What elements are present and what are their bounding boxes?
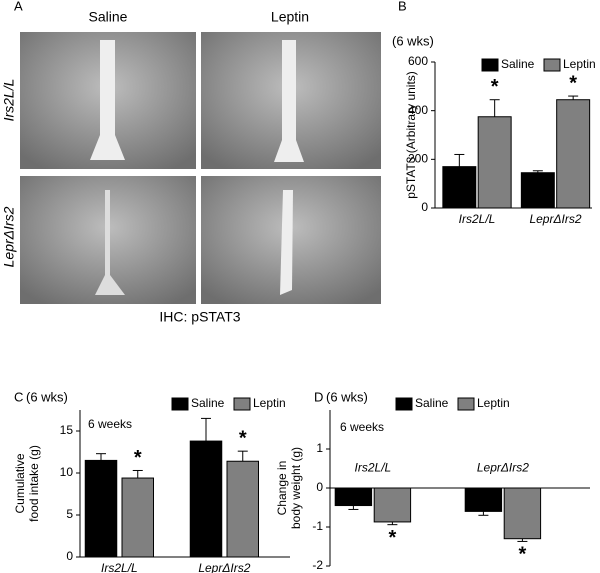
bar: [477, 116, 512, 209]
y-tick-label: 1: [316, 441, 323, 455]
chart-title: (6 wks): [26, 389, 68, 404]
y-axis-label: pSTAT3 (Arbitrary units): [404, 71, 418, 199]
y-tick-label: -2: [312, 558, 323, 572]
legend-label: Saline: [501, 57, 535, 71]
panel-label: C: [14, 389, 23, 404]
x-tick-label: LeprΔIrs2: [198, 561, 250, 573]
significance-marker: *: [491, 76, 499, 98]
legend-label: Leptin: [477, 396, 510, 410]
legend-swatch: [457, 397, 475, 411]
legend-swatch: [543, 58, 561, 72]
subtitle: 6 weeks: [88, 417, 132, 431]
significance-marker: *: [389, 527, 397, 549]
legend-swatch: [481, 58, 499, 72]
y-tick-label: 15: [60, 423, 74, 437]
bar: [520, 172, 555, 209]
panel-label: D: [314, 389, 323, 404]
chart-title: (6 wks): [392, 33, 434, 48]
bar: [464, 487, 503, 512]
y-tick-label: 400: [408, 103, 428, 117]
ventricle: [274, 40, 304, 162]
caption: IHC: pSTAT3: [159, 309, 240, 325]
y-tick-label: 0: [421, 200, 428, 214]
y-tick-label: 200: [408, 152, 428, 166]
legend-swatch: [233, 397, 251, 411]
significance-marker: *: [519, 544, 527, 566]
bar: [334, 487, 373, 507]
bar: [442, 166, 477, 209]
bar: [503, 487, 542, 540]
legend-label: Saline: [191, 396, 225, 410]
panel-label: A: [14, 0, 23, 13]
x-tick-label: Irs2L/L: [101, 561, 138, 573]
ventricle: [95, 190, 125, 295]
bar: [373, 487, 412, 523]
legend-swatch: [395, 397, 413, 411]
y-tick-label: 5: [66, 507, 73, 521]
micrographs: [20, 32, 381, 304]
legend-label: Leptin: [563, 57, 596, 71]
significance-marker: *: [134, 447, 142, 469]
legend-label: Saline: [415, 396, 449, 410]
x-tick-label: LeprΔIrs2: [477, 461, 529, 475]
x-tick-label: Irs2L/L: [355, 461, 392, 475]
bar: [189, 440, 223, 558]
bar: [84, 459, 118, 558]
y-tick-label: 10: [60, 465, 74, 479]
x-tick-label: Irs2L/L: [459, 212, 496, 226]
significance-marker: *: [569, 72, 577, 94]
y-axis-label: food intake (g): [27, 445, 41, 522]
y-tick-label: 0: [66, 549, 73, 563]
ventricle: [90, 40, 125, 160]
y-tick-label: 600: [408, 54, 428, 68]
legend-label: Leptin: [253, 396, 286, 410]
legend-swatch: [171, 397, 189, 411]
bar: [121, 477, 154, 558]
x-tick-label: LeprΔIrs2: [529, 212, 581, 226]
bar: [226, 460, 259, 558]
column-header: Leptin: [271, 9, 309, 25]
ventricle: [280, 190, 293, 295]
row-header: Irs2L/L: [1, 79, 17, 122]
chart-title: (6 wks): [326, 389, 368, 404]
y-axis-label: Change in: [275, 461, 289, 516]
y-tick-label: 0: [316, 480, 323, 494]
panel-label: B: [398, 0, 407, 13]
column-header: Saline: [89, 9, 128, 25]
y-tick-label: -1: [312, 519, 323, 533]
y-axis-label: Cumulative: [13, 453, 27, 513]
significance-marker: *: [239, 427, 247, 449]
row-header: LeprΔIrs2: [1, 206, 17, 267]
y-axis-label: body weight (g): [289, 447, 303, 529]
subtitle: 6 weeks: [340, 420, 384, 434]
bar: [556, 99, 591, 209]
